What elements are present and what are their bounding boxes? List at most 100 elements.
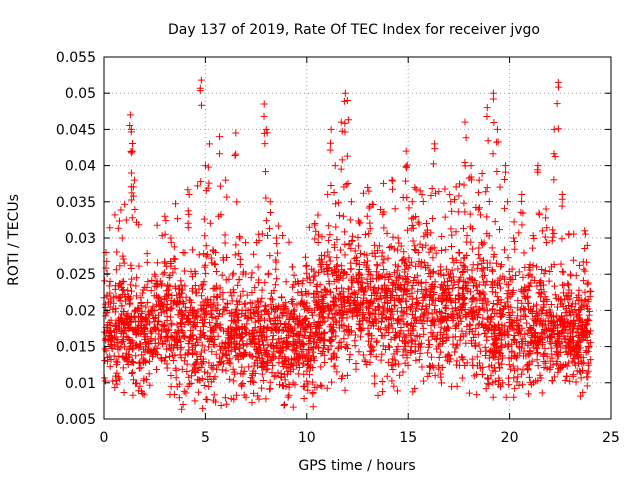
data-point (129, 345, 137, 353)
data-point (197, 292, 205, 300)
data-point (428, 244, 436, 252)
data-point (384, 254, 392, 262)
data-point (416, 313, 424, 321)
data-point (550, 321, 558, 329)
data-point (289, 379, 297, 387)
data-point (554, 125, 562, 133)
data-point (327, 182, 335, 190)
data-point (355, 348, 363, 356)
data-point (122, 311, 130, 319)
data-point (239, 342, 247, 350)
data-point (515, 229, 523, 237)
x-tick-label: 0 (100, 430, 109, 446)
data-point (332, 332, 340, 340)
data-point (520, 287, 528, 295)
data-point (347, 283, 355, 291)
data-point (175, 394, 183, 402)
data-point (229, 269, 237, 277)
data-point (527, 339, 535, 347)
data-point (188, 287, 196, 295)
data-point (523, 292, 531, 300)
data-point (533, 308, 541, 316)
data-point (428, 333, 436, 341)
data-point (262, 168, 269, 176)
data-point (359, 299, 367, 307)
data-point (267, 295, 275, 303)
data-point (478, 267, 486, 275)
data-point (273, 240, 281, 248)
data-point (480, 278, 488, 286)
data-point (494, 355, 502, 363)
data-point (130, 176, 138, 184)
data-point (505, 267, 513, 275)
data-point (541, 233, 549, 241)
data-point (369, 275, 377, 283)
x-tick-label: 20 (501, 430, 519, 446)
data-point (429, 215, 437, 223)
data-point (143, 250, 151, 258)
data-point (518, 191, 526, 199)
data-point (448, 266, 456, 274)
data-point (464, 279, 472, 287)
data-point (481, 343, 489, 351)
data-point (236, 345, 244, 353)
data-point (223, 307, 231, 315)
data-point (481, 352, 489, 360)
data-point (531, 277, 539, 285)
data-point (332, 223, 340, 231)
data-point (475, 189, 483, 197)
data-point (364, 266, 372, 274)
data-point (423, 231, 431, 239)
data-point (583, 373, 591, 381)
data-point (339, 212, 347, 220)
data-point (400, 345, 408, 353)
data-point (169, 269, 177, 277)
data-point (268, 361, 276, 369)
data-point (504, 326, 512, 334)
data-point (260, 112, 268, 120)
data-point (533, 344, 541, 352)
data-point (168, 319, 176, 327)
data-point (132, 352, 140, 360)
data-point (437, 246, 445, 254)
data-point (239, 268, 247, 276)
data-point (430, 364, 438, 372)
data-point (318, 233, 326, 241)
data-point (101, 300, 109, 308)
data-point (207, 254, 215, 262)
data-point (254, 263, 262, 271)
data-point (468, 245, 476, 253)
data-point (506, 274, 514, 282)
data-point (572, 378, 580, 386)
data-point (509, 362, 517, 370)
data-point (437, 348, 445, 356)
data-point (534, 362, 542, 370)
data-point (285, 238, 293, 246)
data-point (419, 198, 427, 206)
data-point (391, 205, 399, 213)
data-point (201, 263, 209, 271)
data-point (324, 345, 332, 353)
data-point (479, 324, 487, 332)
data-point (479, 240, 487, 248)
data-point (481, 281, 489, 289)
data-point (174, 301, 182, 309)
data-point (177, 320, 185, 328)
data-point (304, 386, 312, 394)
data-point (366, 358, 374, 366)
data-point (525, 359, 533, 367)
data-point (261, 279, 269, 287)
data-point (245, 363, 253, 371)
data-point (255, 395, 263, 403)
data-point (355, 287, 363, 295)
data-point (225, 358, 233, 366)
data-point (228, 332, 236, 340)
data-point (577, 374, 585, 382)
data-point (335, 339, 343, 347)
data-point (442, 334, 450, 342)
data-point (534, 162, 542, 170)
data-point (463, 359, 471, 367)
data-point (502, 393, 510, 401)
data-point (510, 218, 518, 226)
y-tick-label: 0.035 (56, 195, 96, 211)
